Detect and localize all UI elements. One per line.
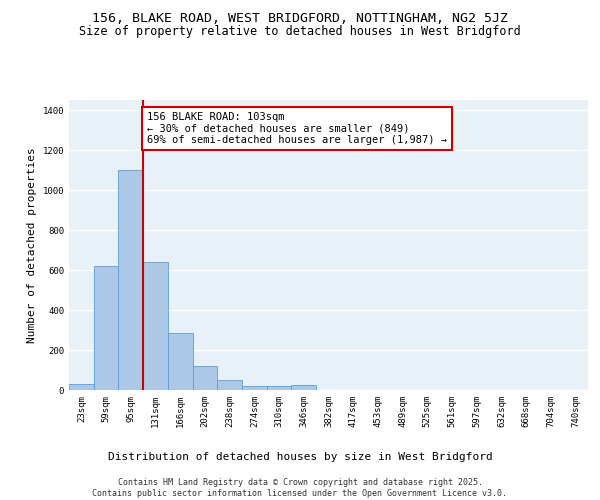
Bar (143, 262, 168, 390)
Text: Contains HM Land Registry data © Crown copyright and database right 2025.
Contai: Contains HM Land Registry data © Crown c… (92, 478, 508, 498)
Bar (94, 266, 118, 390)
Bar (217, 380, 242, 390)
Bar (193, 366, 217, 390)
Bar (168, 333, 193, 390)
Text: Size of property relative to detached houses in West Bridgford: Size of property relative to detached ho… (79, 25, 521, 38)
Y-axis label: Number of detached properties: Number of detached properties (27, 147, 37, 343)
Bar (267, 386, 292, 390)
Bar (69, 384, 94, 390)
Bar (292, 385, 316, 390)
Text: Distribution of detached houses by size in West Bridgford: Distribution of detached houses by size … (107, 452, 493, 462)
Text: 156 BLAKE ROAD: 103sqm
← 30% of detached houses are smaller (849)
69% of semi-de: 156 BLAKE ROAD: 103sqm ← 30% of detached… (147, 112, 447, 145)
Bar (118, 170, 143, 390)
Bar (242, 386, 267, 390)
Text: 156, BLAKE ROAD, WEST BRIDGFORD, NOTTINGHAM, NG2 5JZ: 156, BLAKE ROAD, WEST BRIDGFORD, NOTTING… (92, 12, 508, 26)
